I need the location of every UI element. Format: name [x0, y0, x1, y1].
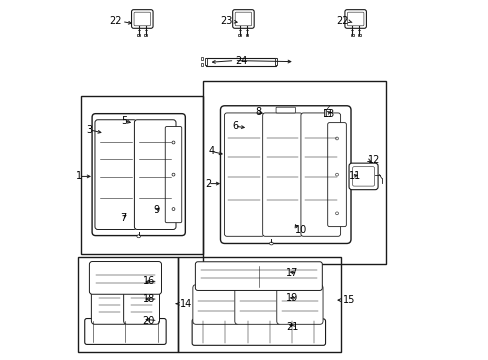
FancyBboxPatch shape	[300, 113, 340, 236]
Text: 18: 18	[142, 294, 155, 304]
FancyBboxPatch shape	[276, 107, 295, 113]
FancyBboxPatch shape	[348, 163, 377, 190]
FancyBboxPatch shape	[192, 285, 239, 324]
Text: 16: 16	[142, 276, 155, 286]
Bar	[203, 81, 386, 264]
Text: 17: 17	[285, 268, 298, 278]
Text: 10: 10	[294, 225, 306, 235]
Ellipse shape	[137, 235, 140, 238]
Ellipse shape	[269, 242, 273, 245]
Text: 5: 5	[121, 116, 127, 126]
Text: 11: 11	[348, 171, 360, 181]
Ellipse shape	[172, 141, 175, 144]
FancyBboxPatch shape	[131, 10, 153, 28]
FancyBboxPatch shape	[195, 262, 322, 291]
Bar	[205, 58, 275, 66]
Text: 22: 22	[109, 17, 122, 27]
Bar	[144, 34, 147, 36]
FancyBboxPatch shape	[165, 127, 182, 223]
Ellipse shape	[335, 212, 338, 215]
Text: 12: 12	[367, 155, 380, 165]
Text: 2: 2	[204, 179, 211, 189]
Bar	[274, 58, 276, 65]
Text: 13: 13	[322, 109, 334, 119]
FancyBboxPatch shape	[220, 106, 350, 243]
Bar	[137, 34, 140, 36]
Bar	[200, 63, 203, 66]
FancyBboxPatch shape	[224, 113, 264, 236]
Ellipse shape	[172, 208, 175, 211]
Text: 6: 6	[231, 121, 238, 131]
Bar	[204, 58, 206, 65]
FancyBboxPatch shape	[192, 319, 325, 345]
FancyBboxPatch shape	[232, 10, 254, 28]
Text: 4: 4	[208, 146, 214, 156]
Text: 19: 19	[285, 293, 298, 303]
Text: 23: 23	[220, 17, 233, 27]
Bar	[357, 34, 360, 36]
Bar	[238, 34, 241, 36]
Text: 9: 9	[153, 206, 159, 216]
Text: 7: 7	[120, 213, 126, 222]
Bar	[245, 34, 248, 36]
FancyBboxPatch shape	[327, 123, 346, 226]
Bar	[78, 257, 178, 352]
Bar	[350, 34, 353, 36]
FancyBboxPatch shape	[95, 120, 136, 229]
FancyBboxPatch shape	[134, 120, 176, 229]
Text: 15: 15	[343, 295, 355, 305]
FancyBboxPatch shape	[262, 113, 302, 236]
FancyBboxPatch shape	[92, 114, 185, 235]
Ellipse shape	[335, 173, 338, 176]
FancyBboxPatch shape	[234, 285, 281, 324]
Text: 20: 20	[142, 316, 155, 325]
Text: 8: 8	[255, 107, 261, 117]
Bar	[178, 257, 341, 352]
FancyBboxPatch shape	[344, 10, 366, 28]
FancyBboxPatch shape	[276, 285, 323, 324]
Text: 1: 1	[76, 171, 82, 181]
Bar	[200, 57, 203, 60]
Text: 24: 24	[235, 55, 247, 66]
FancyBboxPatch shape	[89, 261, 161, 294]
Text: 3: 3	[86, 125, 93, 135]
Text: 21: 21	[285, 322, 298, 332]
Ellipse shape	[172, 173, 175, 176]
FancyBboxPatch shape	[123, 288, 159, 324]
Text: 14: 14	[180, 299, 192, 309]
Bar	[81, 96, 203, 253]
Ellipse shape	[335, 137, 338, 140]
Bar	[323, 109, 329, 116]
Text: 22: 22	[336, 17, 348, 27]
FancyBboxPatch shape	[84, 319, 166, 345]
FancyBboxPatch shape	[91, 288, 127, 324]
